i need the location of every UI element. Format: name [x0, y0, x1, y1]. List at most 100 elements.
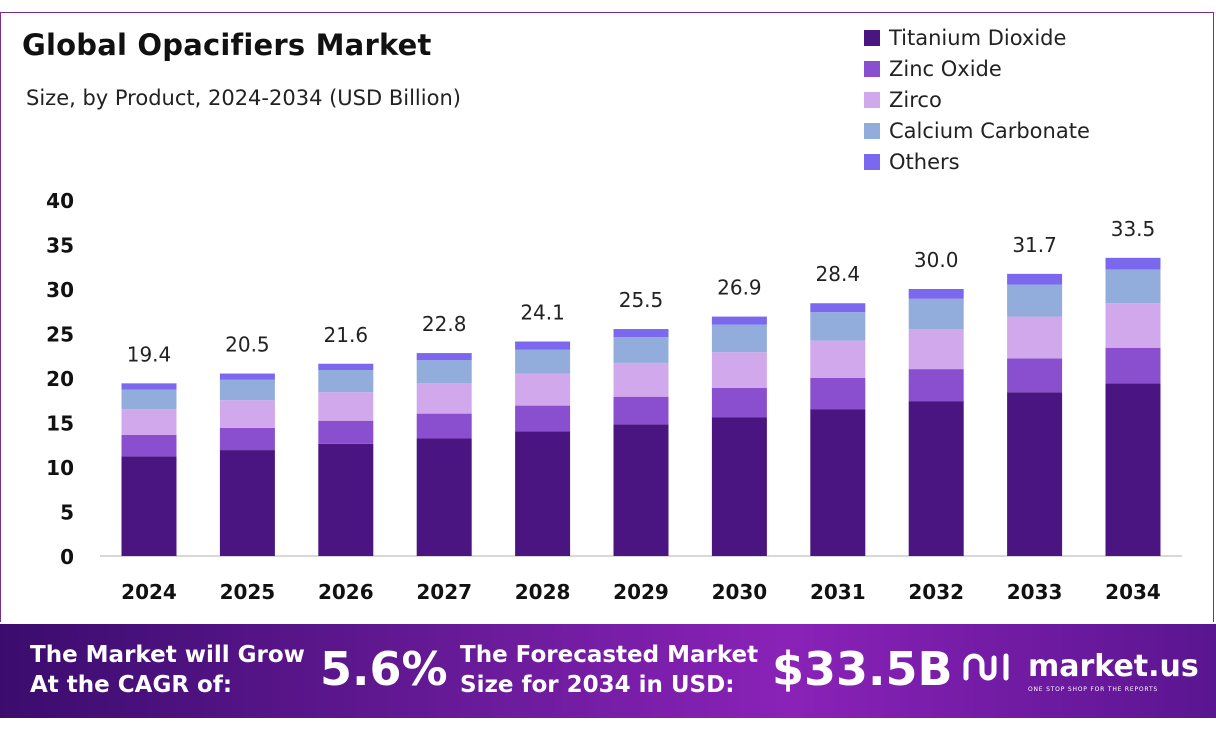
bar-segment — [1105, 383, 1161, 556]
bar-total-label: 24.1 — [520, 301, 565, 325]
bar-segment — [121, 383, 177, 390]
bar-segment — [121, 456, 177, 556]
bar-segment — [318, 443, 374, 556]
bar-segment — [219, 379, 275, 401]
y-tick-label: 10 — [46, 456, 74, 480]
chart-subtitle: Size, by Product, 2024-2034 (USD Billion… — [26, 86, 461, 110]
logo-text: market.us — [1028, 649, 1199, 684]
bar-segment — [515, 373, 571, 406]
bar-total-label: 25.5 — [619, 288, 664, 312]
forecast-label: The Forecasted Market Size for 2034 in U… — [460, 640, 758, 700]
bar-segment — [515, 431, 571, 556]
bar-segment — [810, 312, 866, 341]
y-tick-label: 20 — [46, 367, 74, 391]
bar-segment — [121, 434, 177, 457]
forecast-value: $33.5B — [772, 642, 953, 696]
x-tick-label: 2029 — [613, 580, 669, 604]
bar-total-label: 33.5 — [1111, 217, 1156, 241]
bar-segment — [1105, 347, 1161, 384]
bar-segment — [908, 298, 964, 330]
bar-total-label: 26.9 — [717, 276, 762, 300]
bar-segment — [121, 389, 177, 410]
bar-segment — [121, 409, 177, 435]
forecast-label-line2: Size for 2034 in USD: — [460, 672, 735, 698]
bar-segment — [219, 450, 275, 556]
cagr-label-line1: The Market will Grow — [30, 642, 305, 668]
cagr-label-line2: At the CAGR of: — [30, 672, 233, 698]
forecast-label-line1: The Forecasted Market — [460, 642, 759, 668]
cagr-label: The Market will Grow At the CAGR of: — [30, 640, 305, 700]
legend-swatch — [864, 29, 880, 46]
bar-segment — [416, 360, 472, 384]
legend-swatch — [864, 153, 880, 170]
bar-segment — [416, 353, 472, 361]
x-tick-label: 2030 — [712, 580, 768, 604]
bar-segment — [318, 392, 374, 421]
legend-label: Calcium Carbonate — [889, 118, 1090, 143]
bar-segment — [613, 362, 669, 397]
x-tick-label: 2027 — [416, 580, 472, 604]
bar-segment — [711, 324, 767, 353]
stacked-bar-chart: 051015202530354019.4202420.5202521.62026… — [46, 189, 1182, 604]
bar-segment — [810, 409, 866, 556]
bar-segment — [416, 438, 472, 556]
bar-segment — [810, 378, 866, 410]
chart-title: Global Opacifiers Market — [22, 28, 432, 62]
bar-segment — [613, 424, 669, 556]
y-tick-label: 0 — [60, 545, 74, 569]
x-tick-label: 2033 — [1007, 580, 1063, 604]
marketus-logo-icon — [963, 653, 1009, 681]
bar-total-label: 20.5 — [225, 333, 270, 357]
x-tick-label: 2032 — [908, 580, 964, 604]
x-tick-label: 2034 — [1105, 580, 1161, 604]
bar-segment — [908, 289, 964, 299]
legend-label: Titanium Dioxide — [889, 25, 1067, 50]
bar-segment — [908, 329, 964, 370]
bar-segment — [711, 352, 767, 388]
bar-segment — [416, 383, 472, 414]
bar-segment — [515, 405, 571, 432]
marketus-logo[interactable]: market.us — [962, 650, 1199, 684]
bar-segment — [416, 413, 472, 439]
bar-segment — [219, 373, 275, 380]
bar-total-label: 19.4 — [127, 342, 172, 366]
x-tick-label: 2025 — [220, 580, 276, 604]
chart-frame — [0, 12, 1214, 622]
bar-segment — [1105, 257, 1161, 270]
x-tick-label: 2024 — [121, 580, 177, 604]
bar-segment — [1007, 273, 1063, 285]
legend-label: Others — [889, 149, 960, 174]
legend-item: Zinc Oxide — [864, 53, 1090, 84]
bar-segment — [1007, 284, 1063, 317]
x-tick-label: 2031 — [810, 580, 866, 604]
bar-segment — [1007, 358, 1063, 393]
legend-item: Calcium Carbonate — [864, 115, 1090, 146]
legend-label: Zirco — [889, 87, 942, 112]
y-tick-label: 35 — [46, 234, 74, 258]
bar-segment — [711, 316, 767, 325]
bar-segment — [908, 401, 964, 556]
bar-segment — [318, 420, 374, 444]
bar-segment — [219, 400, 275, 428]
y-tick-label: 40 — [46, 189, 74, 213]
bar-segment — [908, 369, 964, 402]
y-tick-label: 5 — [60, 501, 74, 525]
legend-swatch — [864, 122, 880, 139]
bar-total-label: 22.8 — [422, 312, 467, 336]
y-tick-label: 30 — [46, 278, 74, 302]
bar-segment — [318, 369, 374, 393]
bar-segment — [219, 427, 275, 451]
bar-total-label: 31.7 — [1012, 233, 1057, 257]
bar-segment — [1105, 303, 1161, 348]
bar-segment — [613, 337, 669, 363]
bar-segment — [318, 363, 374, 370]
bar-total-label: 21.6 — [324, 323, 369, 347]
y-tick-label: 15 — [46, 412, 74, 436]
legend-item: Zirco — [864, 84, 1090, 115]
bar-segment — [613, 329, 669, 338]
bar-segment — [1007, 392, 1063, 556]
legend-item: Others — [864, 146, 1090, 177]
legend-swatch — [864, 60, 880, 77]
legend-label: Zinc Oxide — [889, 56, 1002, 81]
bar-segment — [1105, 269, 1161, 304]
